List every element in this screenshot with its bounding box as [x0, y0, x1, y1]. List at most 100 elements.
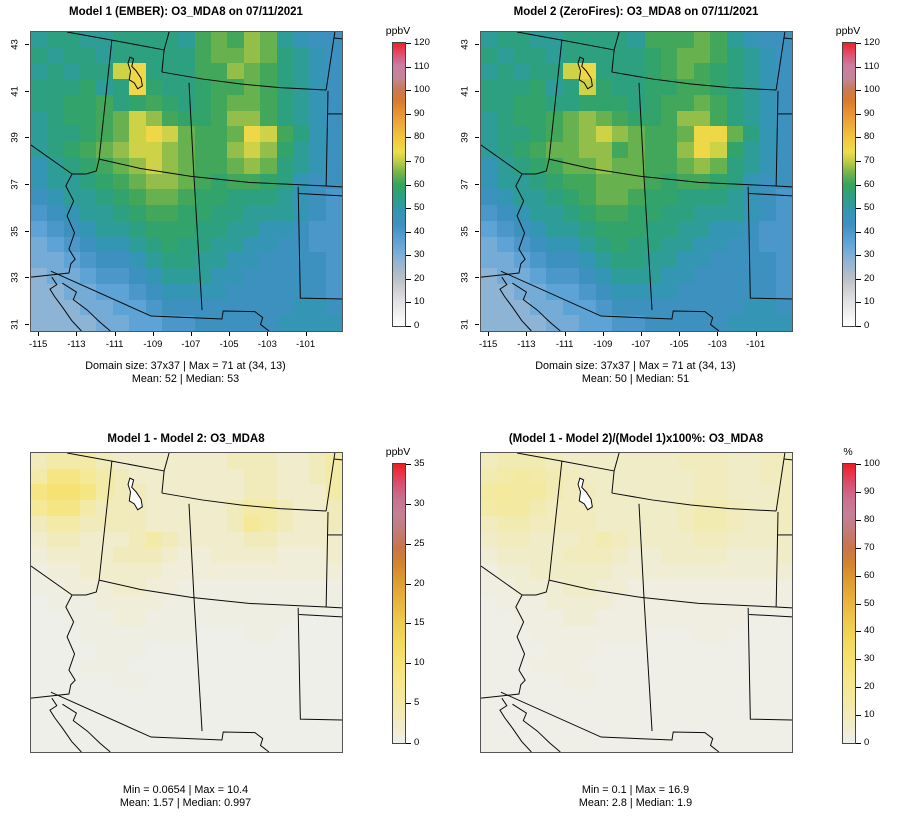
raster-cell: [145, 94, 162, 111]
raster-cell: [129, 220, 146, 237]
raster-cell: [178, 142, 195, 158]
panel-percent-difference: (Model 1 - Model 2)/(Model 1)x100%: O3_M…: [450, 420, 900, 840]
raster-cell: [595, 173, 612, 190]
state-border-line: [522, 580, 549, 595]
raster-cell: [661, 641, 678, 658]
raster-cell: [546, 720, 563, 737]
raster-cell: [129, 252, 146, 269]
raster-cell: [260, 268, 277, 284]
raster-cell: [243, 315, 261, 331]
raster-cell: [63, 283, 81, 300]
state-border-line: [51, 692, 269, 752]
raster-cell: [595, 736, 612, 752]
raster-cell: [611, 484, 629, 501]
colorbar-tick-mark: [856, 90, 861, 92]
raster-cell: [227, 531, 244, 548]
raster-cell: [47, 657, 64, 674]
raster-cell: [759, 626, 776, 642]
x-tick-label: -105: [219, 339, 239, 350]
raster-cell: [693, 515, 711, 532]
raster-cell: [145, 673, 162, 690]
colorbar-tick-mark: [406, 326, 411, 327]
x-tick-mark: [755, 332, 757, 336]
raster-cell: [726, 594, 743, 611]
raster-cell: [562, 673, 580, 690]
state-border-line: [522, 159, 549, 174]
raster-cell: [595, 531, 612, 548]
colorbar-tick-mark: [406, 703, 411, 705]
raster-cell: [96, 720, 113, 737]
raster-cell: [80, 594, 97, 611]
raster-cell: [546, 126, 563, 143]
raster-cell: [145, 220, 162, 237]
raster-cell: [47, 736, 64, 752]
raster-cell: [726, 578, 743, 595]
state-border-line: [31, 566, 75, 698]
raster-cell: [530, 704, 547, 721]
raster-cell: [112, 173, 130, 190]
colorbar-tick-mark: [856, 464, 861, 465]
raster-cell: [112, 63, 130, 80]
raster-cell: [178, 79, 195, 95]
raster-cell: [145, 610, 162, 627]
raster-cell: [742, 205, 760, 221]
raster-cell: [227, 641, 244, 658]
raster-cell: [227, 563, 244, 579]
raster-cell: [628, 315, 645, 331]
raster-cell: [63, 252, 81, 269]
raster-cell: [325, 657, 342, 674]
raster-cell: [161, 205, 179, 221]
raster-cell: [309, 610, 326, 627]
raster-cell: [243, 500, 261, 516]
raster-cell: [129, 142, 146, 158]
raster-cell: [80, 626, 97, 642]
raster-cell: [710, 32, 727, 48]
raster-cell: [227, 268, 244, 284]
raster-cell: [178, 704, 195, 721]
raster-cell: [546, 626, 563, 642]
colorbar-tick-mark: [406, 623, 411, 625]
raster-cell: [211, 531, 228, 548]
raster-cell: [530, 299, 547, 316]
raster-cell: [96, 252, 113, 269]
raster-cell: [530, 205, 547, 221]
colorbar-tick-label: 40: [864, 625, 875, 637]
raster-cell: [80, 515, 97, 532]
raster-cell: [530, 626, 547, 642]
raster-cell: [644, 63, 662, 80]
raster-cell: [775, 531, 792, 548]
raster-cell: [513, 468, 531, 485]
raster-cell: [227, 657, 244, 674]
raster-cell: [325, 704, 342, 721]
raster-cell: [562, 94, 580, 111]
raster-cell: [710, 63, 727, 80]
raster-cell: [80, 283, 97, 300]
raster-cell: [530, 63, 547, 80]
raster-cell: [693, 594, 711, 611]
raster-cell: [759, 563, 776, 579]
raster-cell: [227, 32, 244, 48]
raster-cell: [112, 689, 130, 705]
raster-cell: [595, 236, 612, 253]
x-tick-mark: [488, 332, 490, 336]
raster-cell: [759, 578, 776, 595]
raster-cell: [178, 563, 195, 579]
raster-cell: [194, 515, 212, 532]
raster-cell: [31, 157, 48, 174]
raster-cell: [710, 126, 727, 143]
raster-cell: [211, 126, 228, 143]
raster-cell: [759, 205, 776, 221]
raster-cell: [710, 626, 727, 642]
raster-cell: [693, 531, 711, 548]
raster-cell: [726, 563, 743, 579]
raster-cell: [227, 453, 244, 469]
raster-cell: [759, 673, 776, 690]
raster-cell: [276, 157, 293, 174]
raster-cell: [595, 704, 612, 721]
raster-cell: [710, 283, 727, 300]
raster-cell: [742, 94, 760, 111]
colorbar-tick-mark: [856, 687, 861, 689]
raster-cell: [726, 189, 743, 206]
state-border-line: [776, 453, 785, 511]
raster-cell: [276, 205, 293, 221]
